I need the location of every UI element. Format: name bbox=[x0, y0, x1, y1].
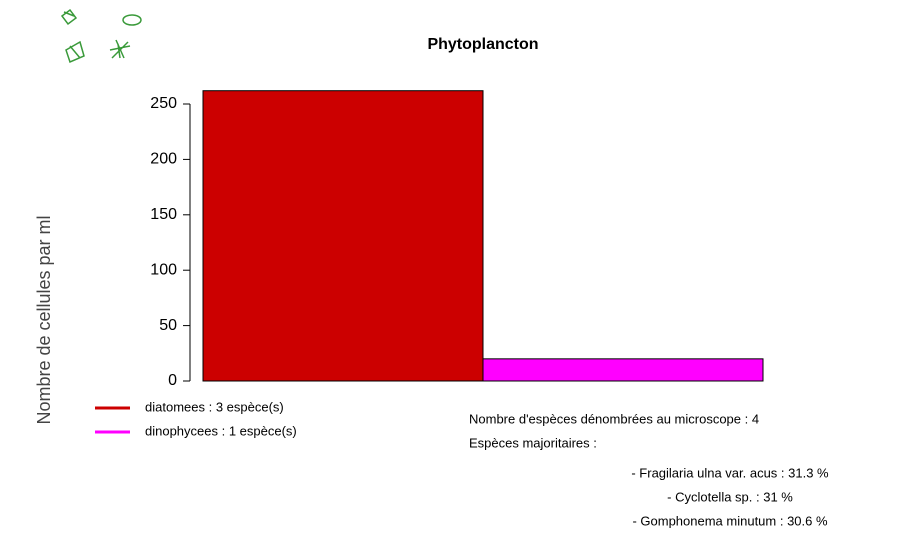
species-label: - Gomphonema minutum : 30.6 % bbox=[632, 513, 828, 528]
y-tick-label: 250 bbox=[150, 95, 177, 112]
chart-title: Phytoplancton bbox=[427, 36, 538, 53]
annotation: Nombre d'espèces dénombrées au microscop… bbox=[469, 411, 759, 426]
y-tick-label: 50 bbox=[159, 317, 177, 334]
legend-label: diatomees : 3 espèce(s) bbox=[145, 399, 284, 414]
species-label: - Cyclotella sp. : 31 % bbox=[667, 489, 793, 504]
bar bbox=[482, 358, 764, 382]
y-tick-label: 100 bbox=[150, 261, 177, 278]
species-label: - Fragilaria ulna var. acus : 31.3 % bbox=[631, 465, 829, 480]
y-tick-label: 0 bbox=[168, 372, 177, 389]
y-axis-label: Nombre de cellules par ml bbox=[34, 215, 54, 424]
y-tick-label: 200 bbox=[150, 151, 177, 168]
legend-label: dinophycees : 1 espèce(s) bbox=[145, 423, 297, 438]
y-tick-label: 150 bbox=[150, 206, 177, 223]
bar bbox=[202, 90, 484, 382]
plankton-icon bbox=[60, 8, 142, 64]
annotation: Espèces majoritaires : bbox=[469, 435, 597, 450]
